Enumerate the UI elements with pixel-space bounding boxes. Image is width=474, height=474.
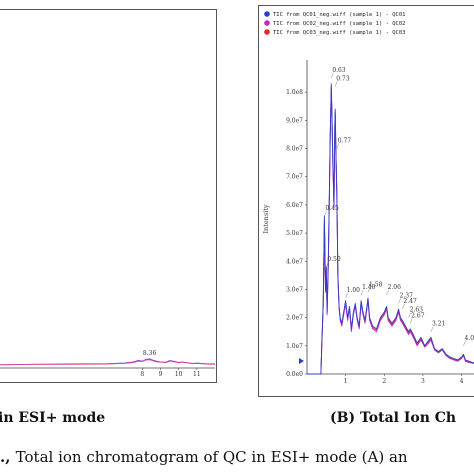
peak-label: 2.47: [403, 298, 417, 305]
peak-leader: [331, 73, 334, 79]
peak-leader: [360, 290, 364, 296]
legend-entry: TIC from QC02_neg.wiff (sample 1) - QC02: [273, 21, 405, 27]
x-tick-label: 11: [193, 371, 201, 378]
peak-leader: [324, 211, 327, 217]
peak-leader: [336, 143, 339, 149]
peak-label: 2.06: [388, 284, 402, 291]
x-tick-label: 10: [175, 371, 183, 378]
y-tick-label: 7.0e7: [286, 174, 303, 181]
y-tick-label: 1.0e8: [286, 89, 303, 96]
y-tick-label: 3.0e7: [286, 286, 303, 293]
peak-leader: [463, 340, 466, 346]
peak-label: 1.40: [362, 284, 376, 291]
peak-label: 8.36: [143, 350, 157, 357]
peak-leader: [409, 318, 413, 324]
peak-leader: [430, 326, 434, 332]
y-tick-label: 6.0e7: [286, 202, 303, 209]
peak-label: 2.67: [411, 312, 425, 319]
y-tick-label: 4.0e7: [286, 258, 303, 265]
x-tick-label: 9: [159, 371, 163, 378]
peak-label: 1.00: [347, 287, 361, 294]
figure-caption: ., Total ion chromatogram of QC in ESI+ …: [0, 448, 408, 466]
peak-leader: [386, 290, 389, 296]
peak-leader: [367, 287, 371, 293]
y-tick-label: 8.0e7: [286, 146, 303, 153]
legend-entry: TIC from QC01_neg.wiff (sample 1) - QC01: [273, 12, 405, 18]
y-axis-label: Intensity: [262, 204, 270, 233]
panel-a-label: in ESI+ mode: [0, 410, 106, 426]
legend-swatch: [264, 11, 270, 17]
x-tick-label: 1: [344, 378, 348, 385]
panel-b-label: (B) Total Ion Ch: [330, 410, 457, 426]
peak-label: 0.50: [327, 256, 341, 263]
peak-label: 0.63: [332, 67, 346, 74]
y-tick-label: 0.0e0: [286, 371, 303, 378]
panel-a-plot: 8 9 10 11 8.36: [0, 350, 216, 378]
legend-swatch: [264, 29, 270, 35]
panel-b-plot: TIC from QC01_neg.wiff (sample 1) - QC01…: [262, 11, 474, 385]
x-tick-label: 3: [421, 378, 425, 385]
baseline-marker-icon: [299, 358, 304, 364]
peak-label: 0.73: [336, 76, 350, 83]
peak-leader: [398, 298, 401, 304]
peak-leader: [408, 312, 411, 318]
y-tick-label: 1.0e7: [286, 343, 303, 350]
x-tick-label: 8: [140, 371, 144, 378]
peak-label: 1.58: [369, 281, 383, 288]
peak-label: 0.45: [325, 205, 339, 212]
x-tick-label: 4: [460, 378, 464, 385]
peak-label: 4.05: [464, 335, 474, 342]
y-tick-label: 5.0e7: [286, 230, 303, 237]
series-line-1: [0, 359, 216, 366]
peak-leader: [326, 261, 329, 267]
x-tick-label: 2: [382, 378, 386, 385]
y-tick-label: 2.0e7: [286, 315, 303, 322]
series-line-QC01: [307, 83, 474, 375]
peak-label: 3.21: [432, 321, 445, 328]
peak-leader: [402, 304, 405, 310]
panel-a-chart: 8 9 10 11 8.36: [0, 9, 217, 383]
peak-leader: [345, 292, 348, 298]
legend-entry: TIC from QC03_neg.wiff (sample 1) - QC03: [273, 30, 405, 36]
legend-swatch: [264, 20, 270, 26]
y-tick-label: 9.0e7: [286, 117, 303, 124]
peak-label: 2.63: [410, 307, 424, 314]
panel-b-chart: TIC from QC01_neg.wiff (sample 1) - QC01…: [258, 5, 474, 397]
caption-text: Total ion chromatogram of QC in ESI+ mod…: [15, 448, 408, 466]
peak-label: 2.37: [400, 293, 414, 300]
peak-label: 0.77: [338, 138, 352, 145]
peak-leader: [335, 81, 338, 87]
caption-prefix: .,: [0, 448, 16, 466]
